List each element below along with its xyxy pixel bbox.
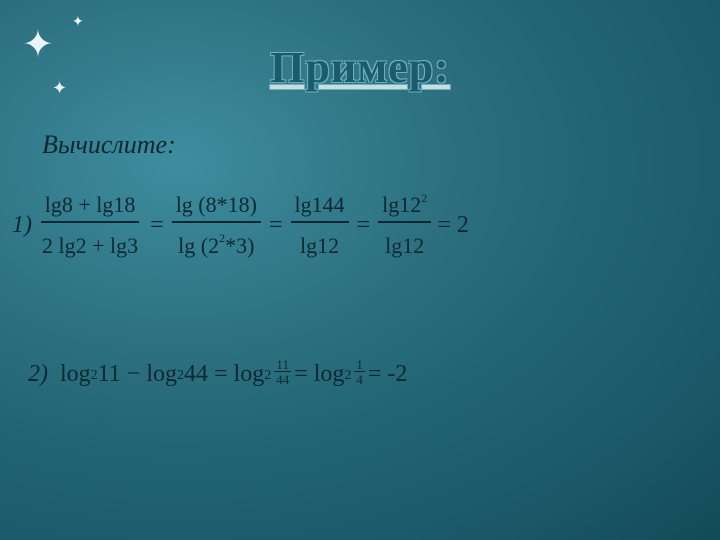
equation-2-label: 2) bbox=[28, 361, 48, 388]
decoration-star-small: ✦ bbox=[72, 14, 84, 31]
equation-1-result: = 2 bbox=[437, 212, 469, 239]
fraction-3-numerator: lg144 bbox=[291, 190, 349, 223]
fraction-2-denominator: lg (22*3) bbox=[174, 223, 258, 261]
equation-1: 1) lg8 + lg18 2 lg2 + lg3 = lg (8*18) lg… bbox=[12, 190, 710, 261]
equation-2: 2) log2 11 − log2 44 = log2 11 44 = log2… bbox=[28, 360, 407, 388]
fraction-4: lg122 lg12 bbox=[378, 190, 431, 261]
fraction-4-denominator: lg12 bbox=[381, 223, 428, 261]
equals-sign: = bbox=[150, 212, 164, 239]
fraction-1-denominator: 2 lg2 + lg3 bbox=[38, 223, 142, 261]
small-fraction-1: 11 44 bbox=[274, 358, 291, 386]
fraction-1: lg8 + lg18 2 lg2 + lg3 bbox=[38, 190, 142, 261]
fraction-3-denominator: lg12 bbox=[296, 223, 343, 261]
small-fraction-2: 1 4 bbox=[354, 358, 365, 386]
slide-subtitle: Вычислите: bbox=[42, 130, 176, 160]
slide-title: Пример: bbox=[0, 42, 720, 93]
fraction-2-numerator: lg (8*18) bbox=[172, 190, 261, 223]
equation-1-label: 1) bbox=[12, 212, 32, 239]
equals-sign: = bbox=[357, 212, 371, 239]
fraction-2: lg (8*18) lg (22*3) bbox=[172, 190, 261, 261]
equals-sign: = bbox=[269, 212, 283, 239]
fraction-4-numerator: lg122 bbox=[378, 190, 431, 223]
fraction-1-numerator: lg8 + lg18 bbox=[41, 190, 140, 223]
fraction-3: lg144 lg12 bbox=[291, 190, 349, 261]
